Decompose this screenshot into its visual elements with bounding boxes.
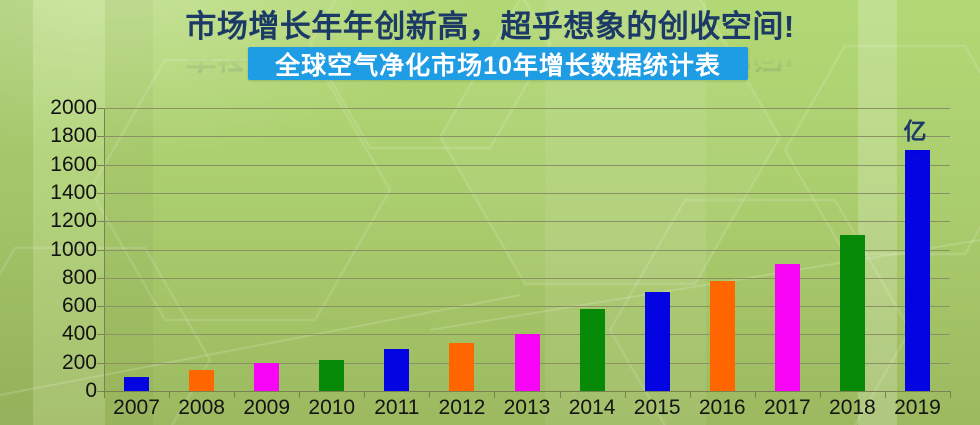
y-axis-tick: [97, 136, 104, 138]
y-axis-label-1200: 1200: [50, 209, 97, 233]
x-axis-label-2009: 2009: [243, 396, 291, 419]
y-axis-tick: [97, 334, 104, 336]
x-axis-label-2018: 2018: [829, 396, 876, 419]
x-axis-tick: [169, 392, 171, 398]
x-axis-tick: [364, 392, 366, 398]
gridline-1000: [104, 249, 950, 251]
y-axis-tick: [97, 221, 104, 223]
gridline-1400: [104, 192, 950, 194]
x-axis-label-2019: 2019: [894, 396, 941, 419]
x-axis-tick: [104, 392, 105, 398]
y-axis-label-600: 600: [61, 294, 97, 318]
x-axis-tick: [754, 392, 756, 398]
y-axis-tick: [97, 164, 104, 166]
gridline-1800: [104, 136, 950, 138]
bar-2018: [839, 235, 865, 391]
bar-2010: [319, 359, 345, 391]
x-axis-label-2014: 2014: [568, 396, 616, 419]
y-axis-tick: [97, 277, 104, 279]
page-title: 市场增长年年创新高，超乎想象的创收空间!: [185, 9, 795, 44]
bar-2009: [254, 362, 280, 391]
x-axis-label-2007: 2007: [113, 396, 160, 419]
bar-2008: [189, 369, 215, 391]
y-axis-label-0: 0: [85, 379, 97, 402]
y-axis-tick: [97, 192, 104, 194]
x-axis-tick: [884, 392, 886, 398]
x-axis-label-2011: 2011: [374, 396, 420, 419]
subtitle-banner: 全球空气净化市场10年增长数据统计表: [248, 47, 748, 80]
x-axis-label-2013: 2013: [503, 396, 551, 419]
bar-2007: [124, 376, 150, 391]
y-axis-label-800: 800: [61, 265, 97, 289]
y-axis-tick: [97, 249, 104, 251]
bar-2012: [449, 342, 475, 391]
bar-2016: [709, 280, 735, 391]
x-axis-tick: [950, 392, 951, 398]
y-axis-label-200: 200: [61, 350, 97, 374]
x-axis-tick: [689, 392, 691, 398]
plot-area: [104, 108, 950, 391]
x-axis-label-2016: 2016: [698, 396, 746, 419]
gridline-800: [104, 277, 950, 279]
x-axis-tick: [494, 392, 496, 398]
unit-label: 亿: [903, 118, 927, 144]
x-axis-label-2008: 2008: [178, 396, 225, 419]
x-axis-label-2012: 2012: [438, 396, 486, 419]
y-axis-label-2000: 2000: [50, 96, 97, 119]
y-axis-tick: [97, 108, 104, 109]
bar-2017: [774, 263, 800, 391]
gridline-2000: [104, 108, 950, 109]
x-axis-line: [104, 391, 951, 392]
x-axis-label-2015: 2015: [633, 396, 681, 419]
bar-2013: [514, 334, 540, 391]
x-axis-tick: [429, 392, 431, 398]
x-axis-tick: [559, 392, 561, 398]
x-axis-tick: [234, 392, 236, 398]
y-axis-tick: [97, 362, 104, 364]
y-axis-label-1800: 1800: [50, 124, 97, 148]
bar-2019: [904, 150, 930, 391]
bar-2015: [644, 291, 670, 391]
y-axis-tick: [97, 391, 104, 392]
y-axis-line: [104, 108, 105, 396]
y-axis-tick: [97, 306, 104, 308]
gridline-1600: [104, 164, 950, 166]
y-axis-label-1000: 1000: [50, 237, 97, 261]
subtitle-banner-label: 全球空气净化市场10年增长数据统计表: [275, 51, 721, 80]
x-axis-tick: [299, 392, 301, 398]
gridline-600: [104, 306, 950, 308]
bar-2014: [579, 308, 605, 391]
x-axis-label-2010: 2010: [308, 396, 356, 419]
x-axis-tick: [819, 392, 821, 398]
x-axis-label-2017: 2017: [763, 396, 811, 419]
y-axis-label-400: 400: [61, 322, 97, 346]
gridline-1200: [104, 221, 950, 223]
unit-label-reflection: 亿: [903, 138, 927, 164]
y-axis-label-1400: 1400: [50, 180, 97, 204]
y-axis-label-1600: 1600: [50, 152, 97, 176]
x-axis-tick: [624, 392, 626, 398]
bar-2011: [384, 348, 410, 391]
